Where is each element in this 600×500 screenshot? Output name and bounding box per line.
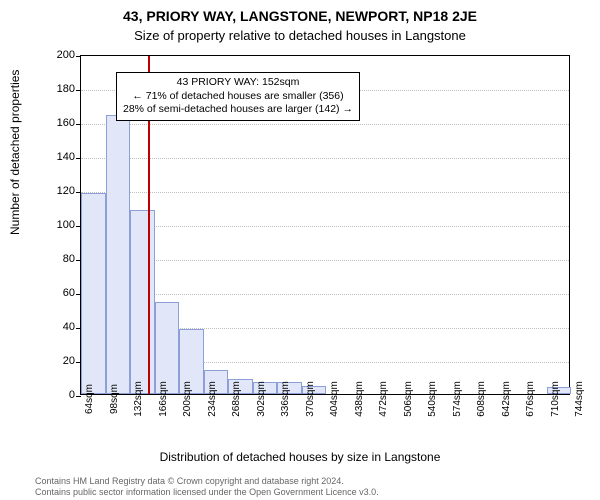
- xtick-label: 744sqm: [574, 381, 585, 417]
- xtick-label: 336sqm: [280, 381, 291, 417]
- xtick-label: 98sqm: [109, 384, 120, 414]
- xtick-label: 64sqm: [84, 384, 95, 414]
- xtick-label: 608sqm: [476, 381, 487, 417]
- title-address: 43, PRIORY WAY, LANGSTONE, NEWPORT, NP18…: [0, 0, 600, 24]
- xtick-label: 676sqm: [525, 381, 536, 417]
- xtick-label: 200sqm: [182, 381, 193, 417]
- ytick-mark: [76, 158, 81, 159]
- ytick-label: 20: [47, 355, 75, 367]
- xtick-label: 302sqm: [256, 381, 267, 417]
- xtick-label: 438sqm: [354, 381, 365, 417]
- xtick-label: 268sqm: [231, 381, 242, 417]
- x-axis-label: Distribution of detached houses by size …: [0, 450, 600, 464]
- xtick-label: 234sqm: [207, 381, 218, 417]
- title-subtitle: Size of property relative to detached ho…: [0, 24, 600, 43]
- y-axis-label: Number of detached properties: [8, 70, 22, 235]
- gridline: [81, 158, 569, 159]
- ytick-label: 140: [47, 151, 75, 163]
- xtick-label: 710sqm: [550, 381, 561, 417]
- ytick-label: 80: [47, 253, 75, 265]
- chart-area: 43 PRIORY WAY: 152sqm← 71% of detached h…: [55, 55, 570, 425]
- gridline: [81, 192, 569, 193]
- footer-attribution: Contains HM Land Registry data © Crown c…: [0, 476, 600, 498]
- xtick-label: 574sqm: [452, 381, 463, 417]
- plot-region: 43 PRIORY WAY: 152sqm← 71% of detached h…: [80, 55, 570, 395]
- xtick-label: 404sqm: [329, 381, 340, 417]
- annotation-line2: ← 71% of detached houses are smaller (35…: [123, 90, 353, 104]
- annotation-line1: 43 PRIORY WAY: 152sqm: [123, 76, 353, 90]
- ytick-mark: [76, 124, 81, 125]
- histogram-bar: [106, 115, 131, 394]
- histogram-bar: [130, 210, 155, 394]
- chart-container: { "header": { "address": "43, PRIORY WAY…: [0, 0, 600, 500]
- ytick-label: 160: [47, 117, 75, 129]
- xtick-label: 506sqm: [403, 381, 414, 417]
- gridline: [81, 124, 569, 125]
- footer-line1: Contains HM Land Registry data © Crown c…: [35, 476, 600, 487]
- ytick-label: 180: [47, 83, 75, 95]
- ytick-mark: [76, 90, 81, 91]
- histogram-bar: [81, 193, 106, 394]
- footer-line2: Contains public sector information licen…: [35, 487, 600, 498]
- ytick-label: 200: [47, 49, 75, 61]
- xtick-label: 132sqm: [133, 381, 144, 417]
- annotation-line3: 28% of semi-detached houses are larger (…: [123, 103, 353, 117]
- xtick-label: 166sqm: [158, 381, 169, 417]
- ytick-label: 40: [47, 321, 75, 333]
- xtick-label: 472sqm: [378, 381, 389, 417]
- xtick-label: 370sqm: [305, 381, 316, 417]
- ytick-mark: [76, 396, 81, 397]
- ytick-mark: [76, 56, 81, 57]
- ytick-label: 60: [47, 287, 75, 299]
- ytick-label: 120: [47, 185, 75, 197]
- ytick-label: 0: [47, 389, 75, 401]
- xtick-label: 540sqm: [427, 381, 438, 417]
- xtick-label: 642sqm: [501, 381, 512, 417]
- annotation-box: 43 PRIORY WAY: 152sqm← 71% of detached h…: [116, 72, 360, 121]
- ytick-label: 100: [47, 219, 75, 231]
